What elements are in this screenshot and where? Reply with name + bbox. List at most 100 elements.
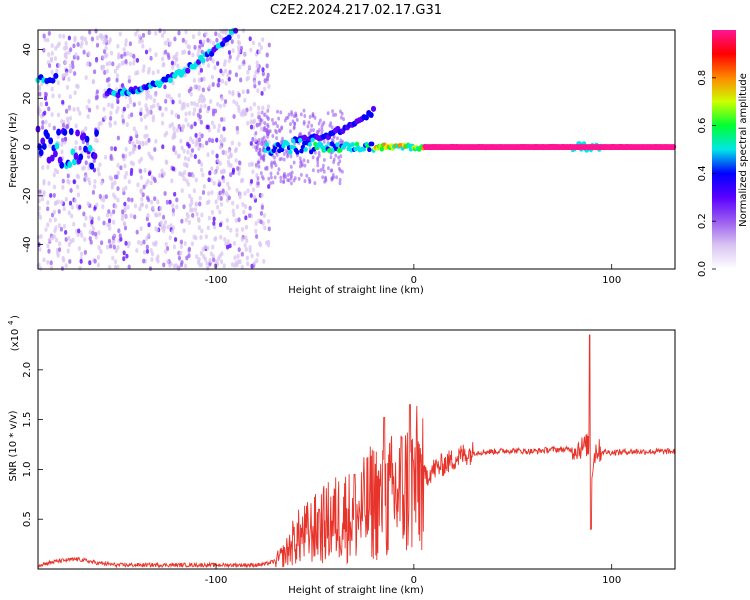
noise-speckle (102, 220, 106, 226)
noise-speckle (145, 133, 149, 139)
noise-speckle (217, 128, 221, 133)
noise-speckle (111, 240, 115, 246)
noise-speckle (210, 190, 214, 195)
noise-speckle (176, 114, 181, 120)
snr-frame (37, 329, 676, 570)
noise-speckle (202, 39, 206, 45)
noise-speckle (76, 42, 80, 47)
noise-speckle (330, 168, 334, 173)
noise-speckle (277, 167, 281, 172)
noise-speckle (255, 60, 259, 66)
noise-speckle (53, 217, 57, 223)
noise-speckle (197, 77, 201, 83)
noise-speckle (239, 45, 244, 51)
main-tone-mark (295, 149, 300, 155)
noise-speckle (170, 178, 174, 184)
upper-branch-mark (167, 77, 173, 84)
noise-speckle (179, 171, 183, 177)
noise-speckle (211, 58, 215, 64)
noise-speckle (185, 178, 189, 184)
noise-speckle (114, 204, 118, 209)
noise-speckle (182, 204, 186, 210)
noise-speckle (200, 133, 204, 139)
noise-speckle (237, 160, 242, 166)
noise-speckle (76, 184, 80, 190)
noise-speckle (218, 144, 222, 150)
noise-speckle (242, 59, 246, 65)
noise-speckle (50, 69, 54, 75)
noise-speckle (146, 178, 150, 184)
noise-speckle (195, 102, 199, 108)
noise-speckle (256, 67, 260, 73)
noise-speckle (182, 228, 186, 234)
noise-speckle (165, 199, 170, 205)
noise-speckle (76, 232, 80, 238)
noise-speckle (61, 178, 65, 184)
noise-speckle (321, 122, 325, 127)
noise-speckle (132, 60, 136, 66)
noise-speckle (263, 125, 267, 130)
noise-speckle (183, 241, 187, 246)
noise-speckle (321, 166, 325, 171)
noise-speckle (117, 63, 121, 68)
noise-speckle (251, 169, 255, 175)
noise-speckle (152, 241, 156, 247)
noise-speckle (46, 222, 50, 228)
spectrogram-noise-layer (36, 28, 346, 272)
noise-speckle (179, 138, 183, 144)
noise-speckle (88, 229, 92, 235)
noise-speckle (164, 241, 168, 247)
noise-speckle (332, 160, 335, 165)
noise-speckle (186, 149, 190, 155)
noise-speckle (244, 247, 248, 252)
noise-speckle (207, 215, 211, 221)
noise-speckle (108, 225, 112, 231)
noise-speckle (259, 171, 263, 176)
spectrogram-x-ticks: -100 0 100 (205, 264, 621, 286)
noise-speckle (134, 70, 138, 76)
noise-speckle (152, 176, 157, 182)
noise-speckle (199, 234, 203, 240)
noise-speckle (228, 54, 232, 60)
noise-speckle (246, 69, 250, 75)
noise-speckle (249, 47, 253, 53)
noise-speckle (107, 82, 111, 88)
noise-speckle (220, 117, 224, 122)
noise-speckle (138, 140, 142, 146)
noise-speckle (298, 156, 302, 161)
noise-speckle (337, 166, 341, 171)
noise-speckle (261, 105, 265, 111)
noise-speckle (192, 77, 197, 83)
noise-speckle (94, 58, 99, 63)
noise-speckle (181, 102, 185, 108)
noise-speckle (276, 124, 279, 129)
main-tone-mark (299, 148, 304, 154)
noise-speckle (237, 217, 241, 223)
snr-x-ticks: -100 0 100 (205, 564, 621, 586)
noise-speckle (182, 176, 186, 182)
noise-speckle (226, 239, 230, 245)
noise-speckle (171, 65, 175, 70)
noise-speckle (202, 76, 206, 82)
noise-speckle (213, 170, 217, 176)
noise-speckle (137, 144, 141, 150)
noise-speckle (265, 52, 269, 58)
spectrogram-y-tick-label: 20 (22, 92, 33, 105)
noise-speckle (150, 257, 154, 262)
noise-speckle (147, 137, 151, 143)
noise-speckle (108, 243, 113, 249)
noise-speckle (144, 125, 148, 130)
noise-speckle (38, 192, 42, 198)
noise-speckle (222, 62, 227, 67)
noise-speckle (76, 192, 81, 198)
noise-speckle (149, 55, 153, 61)
noise-speckle (291, 119, 295, 124)
noise-speckle (96, 254, 101, 260)
noise-speckle (200, 167, 204, 173)
colorbar-gradient (712, 30, 736, 269)
noise-speckle (99, 249, 103, 254)
noise-speckle (131, 53, 136, 59)
noise-speckle (67, 210, 71, 216)
noise-speckle (52, 192, 56, 198)
noise-speckle (204, 234, 208, 240)
